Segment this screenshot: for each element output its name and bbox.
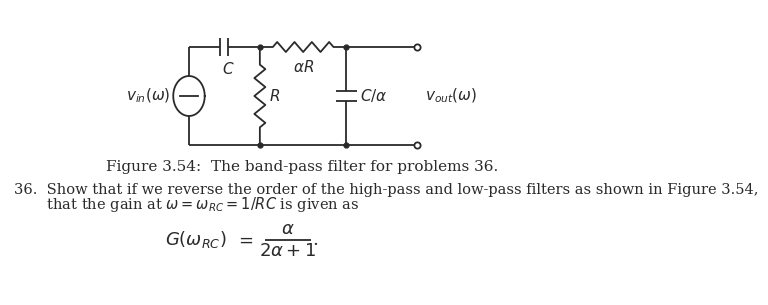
Text: $G(\omega_{RC})$: $G(\omega_{RC})$ [165, 229, 227, 250]
Text: $v_{out}(\omega)$: $v_{out}(\omega)$ [425, 87, 478, 105]
Text: $\alpha R$: $\alpha R$ [293, 59, 314, 75]
Text: $\alpha$: $\alpha$ [280, 220, 294, 238]
Text: Figure 3.54:  The band-pass filter for problems 36.: Figure 3.54: The band-pass filter for pr… [106, 160, 498, 174]
Text: $R$: $R$ [270, 88, 280, 104]
Text: $2\alpha+1$: $2\alpha+1$ [259, 242, 316, 260]
Text: $C/\alpha$: $C/\alpha$ [360, 88, 388, 105]
Text: .: . [313, 231, 319, 249]
Text: $C$: $C$ [222, 61, 235, 77]
Text: 36.  Show that if we reverse the order of the high-pass and low-pass filters as : 36. Show that if we reverse the order of… [14, 183, 759, 197]
Text: $v_{in}(\omega)$: $v_{in}(\omega)$ [126, 87, 170, 105]
Text: $=$: $=$ [235, 231, 253, 249]
Text: that the gain at $\omega = \omega_{RC} = 1/RC$ is given as: that the gain at $\omega = \omega_{RC} =… [14, 196, 359, 214]
